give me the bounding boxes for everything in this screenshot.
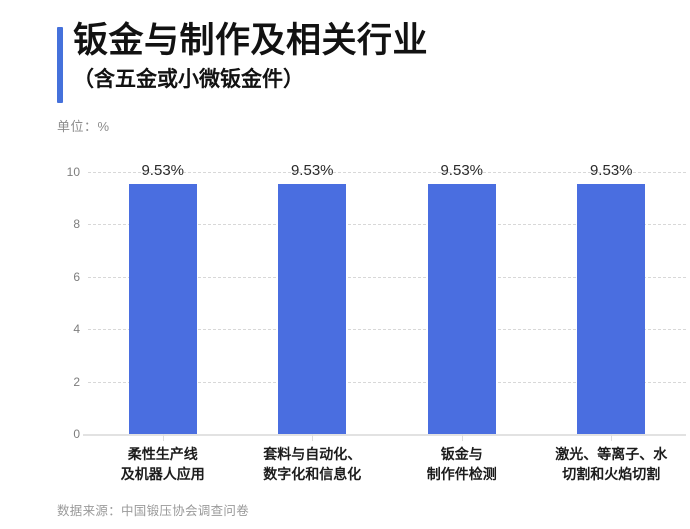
x-axis-label-line: 柔性生产线 — [127, 446, 198, 462]
bar — [577, 184, 646, 434]
unit-label: 单位：% — [57, 119, 110, 134]
bar — [278, 184, 347, 434]
x-axis-tick — [162, 434, 164, 441]
page-subtitle: （含五金或小微钣金件） — [73, 68, 304, 91]
x-axis-tick — [312, 434, 314, 441]
gridline — [88, 381, 686, 383]
x-axis-tick-label: 套料与自动化、 数字化和信息化 — [238, 444, 386, 484]
gridline — [88, 276, 686, 278]
plot-area — [88, 172, 686, 434]
y-axis-tick-label: 2 — [73, 374, 80, 389]
x-axis-baseline — [83, 434, 686, 436]
x-axis-tick-label: 激光、等离子、水 切割和火焰切割 — [537, 444, 685, 484]
x-axis-label-line: 及机器人应用 — [120, 466, 205, 482]
bar — [427, 184, 496, 434]
x-axis-label-line: 切割和火焰切割 — [562, 466, 661, 482]
x-axis-label-line: 钣金与 — [440, 446, 483, 462]
x-axis-label-line: 数字化和信息化 — [263, 466, 362, 482]
x-axis-tick — [461, 434, 463, 441]
bar-value-label: 9.53% — [141, 162, 185, 180]
chart-header: 钣金与制作及相关行业 （含五金或小微钣金件） 单位：% — [0, 0, 690, 140]
title-accent-bar — [57, 27, 63, 103]
bar-value-label: 9.53% — [589, 162, 633, 180]
gridline — [88, 172, 686, 173]
x-axis-label-line: 激光、等离子、水 — [555, 446, 668, 462]
y-axis-tick-label: 10 — [66, 165, 80, 179]
x-axis-tick — [611, 434, 613, 441]
title-block: 钣金与制作及相关行业 （含五金或小微钣金件） — [73, 18, 673, 94]
gridline — [88, 329, 686, 331]
y-axis-tick-label: 0 — [73, 427, 80, 441]
bar-value-label: 9.53% — [440, 162, 484, 180]
y-axis-tick-label: 6 — [73, 269, 80, 284]
y-axis-tick-label: 8 — [73, 217, 80, 232]
x-axis-tick-label: 钣金与 制作件检测 — [388, 444, 536, 484]
bar-value-label: 9.53% — [290, 162, 334, 180]
gridline — [88, 224, 686, 226]
source-note: 数据来源：中国锻压协会调查问卷 — [57, 504, 250, 518]
page-title: 钣金与制作及相关行业 — [73, 21, 429, 60]
y-axis-tick-label: 4 — [73, 322, 80, 337]
x-axis-label-line: 制作件检测 — [426, 466, 497, 482]
x-axis-label-line: 套料与自动化、 — [263, 446, 362, 462]
bar — [128, 184, 197, 434]
x-axis-tick-label: 柔性生产线及机器人应用 — [89, 444, 237, 484]
